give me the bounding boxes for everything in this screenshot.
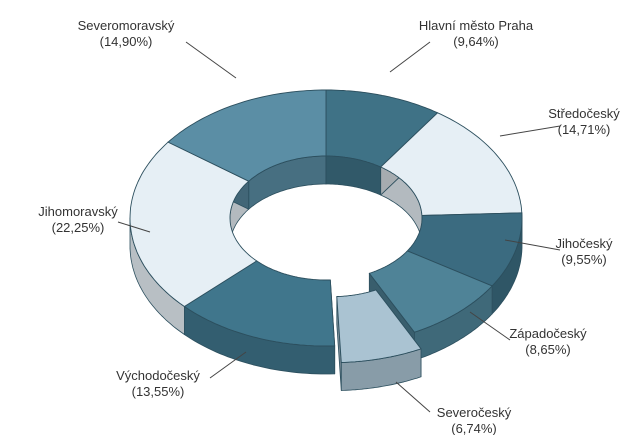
slice-percent-hlavni-mesto-praha: (9,64%) (453, 34, 499, 49)
leader-lines (117, 41, 561, 413)
slice-percent-zapadocesky: (8,65%) (525, 342, 571, 357)
slice-label-vychodocesky: Východočeský (116, 368, 200, 383)
leader-line-hlavni-mesto-praha (389, 41, 431, 73)
slice-zapadocesky (368, 250, 493, 333)
slice-severocesky (336, 289, 422, 363)
slice-percent-severocesky: (6,74%) (451, 421, 497, 435)
leader-line-zapadocesky (469, 311, 511, 341)
leader-line-jihomoravsky (117, 221, 151, 233)
slice-label-severocesky: Severočeský (437, 405, 512, 420)
leader-line-severomoravsky (185, 41, 237, 79)
slice-label-stredocesky: Středočeský (548, 106, 620, 121)
slice-label-hlavni-mesto-praha: Hlavní město Praha (419, 18, 534, 33)
slice-percent-vychodocesky: (13,55%) (132, 384, 185, 399)
slice-label-zapadocesky: Západočeský (509, 326, 587, 341)
slice-label-jihomoravsky: Jihomoravský (38, 204, 118, 219)
leader-line-jihocesky (504, 239, 561, 251)
leader-line-vychodocesky (209, 351, 247, 379)
slice-tops (129, 89, 523, 363)
slice-percent-jihomoravsky: (22,25%) (52, 220, 105, 235)
leader-line-severocesky (395, 381, 431, 413)
slice-labels: Hlavní město Praha(9,64%)Středočeský(14,… (38, 18, 620, 435)
slice-label-severomoravsky: Severomoravský (78, 18, 175, 33)
slice-percent-severomoravsky: (14,90%) (100, 34, 153, 49)
slice-severomoravsky (167, 89, 327, 182)
slice-percent-jihocesky: (9,55%) (561, 252, 607, 267)
leader-line-stredocesky (499, 125, 561, 137)
slice-percent-stredocesky: (14,71%) (558, 122, 611, 137)
slice-label-jihocesky: Jihočeský (555, 236, 613, 251)
